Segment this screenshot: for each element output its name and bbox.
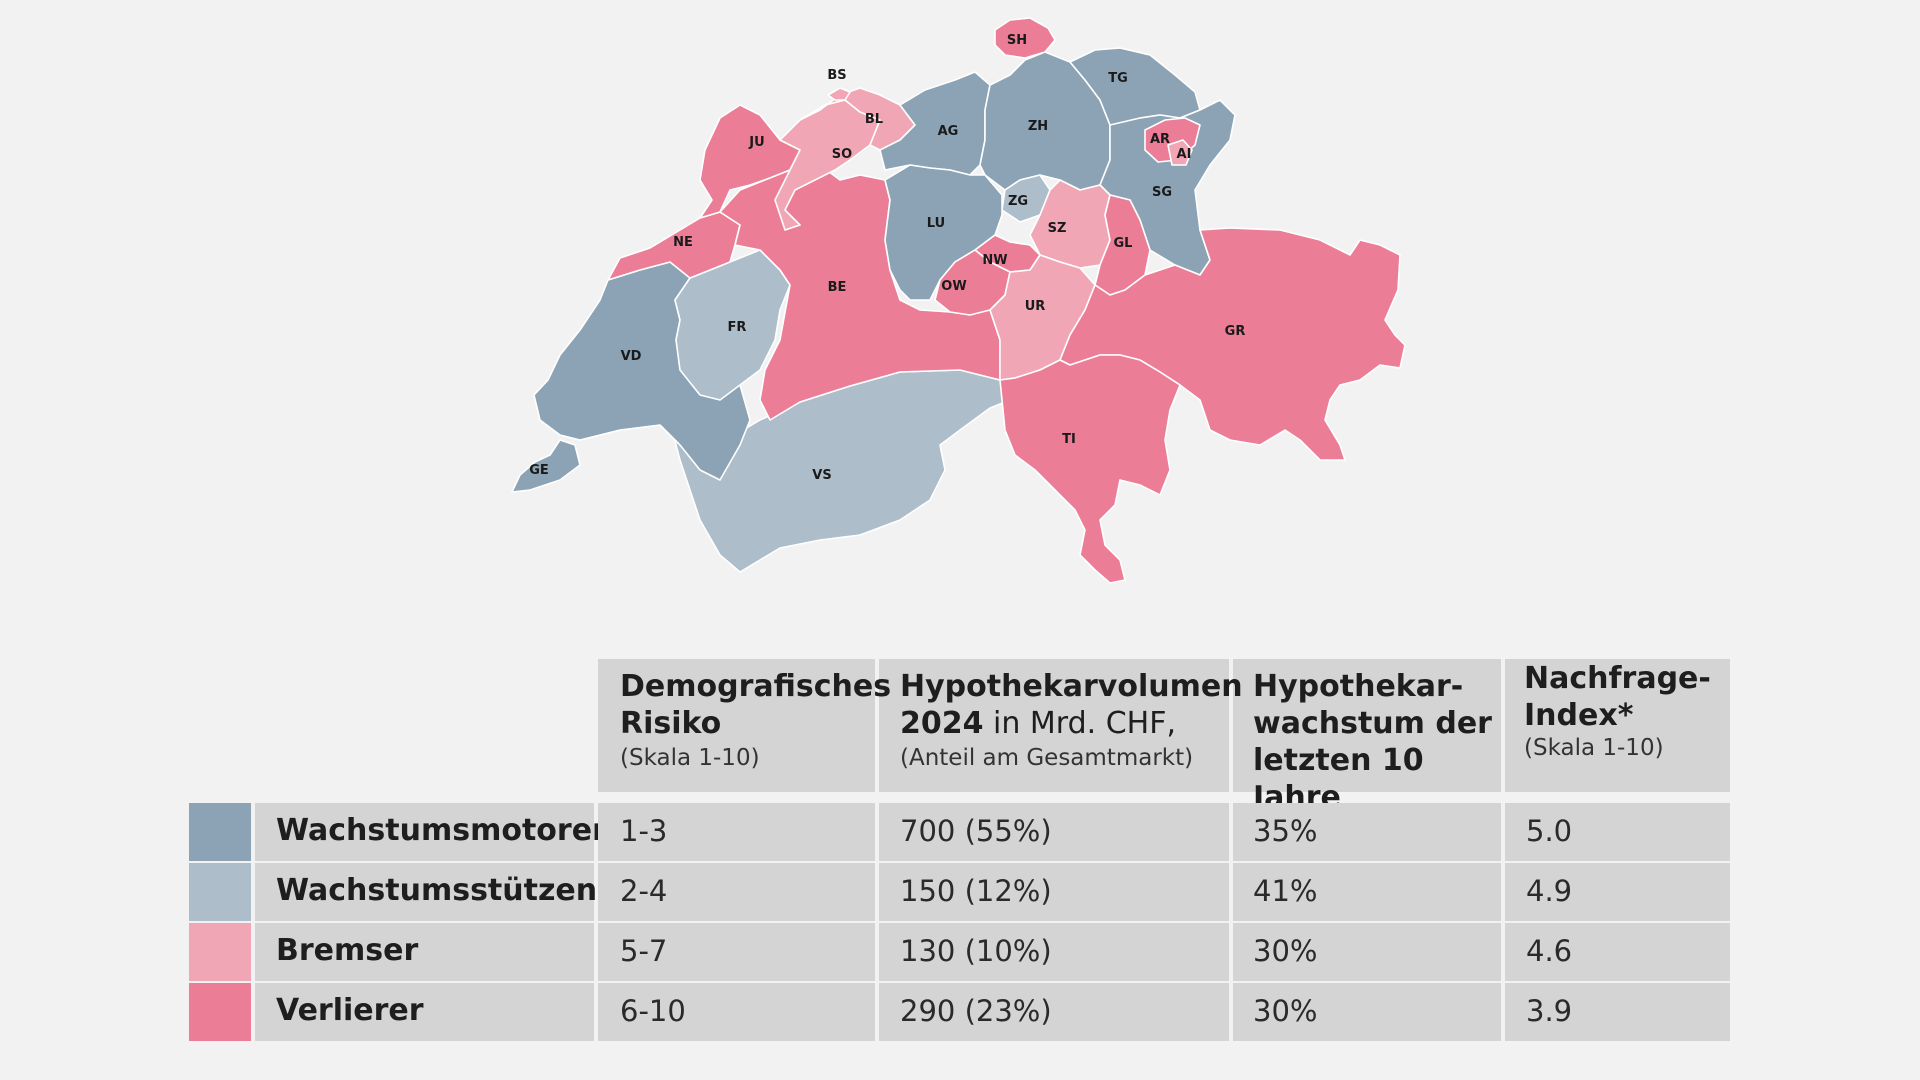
canton-label-BS: BS [827,68,846,83]
table-cell-risk [598,983,875,1041]
table-cell-index [1505,863,1730,921]
canton-label-GR: GR [1225,324,1246,339]
map-svg: SH BS TG BL AG ZH AR AI JU SO ZG SG LU SZ NE GL NW BE OW UR… [511,17,1406,584]
canton-label-AI: AI [1177,147,1192,162]
canton-AI [1167,139,1193,166]
header-title-index: Nachfrage-Index* [1524,661,1711,733]
canton-TI [999,354,1181,584]
table-cell-volume [879,863,1229,921]
table-cell-growth [1233,863,1501,921]
header-title-growth: Hypothekar-wachstum der letzten 10 Jahre [1253,669,1492,815]
canton-label-BE: BE [828,280,847,295]
table-value-growth: 30% [1253,994,1318,1028]
legend-swatch-bremser [189,923,251,981]
canton-label-TI: TI [1062,432,1076,447]
table-value-risk: 2-4 [620,874,668,908]
canton-label-SG: SG [1152,185,1172,200]
row-label-cell [255,983,594,1041]
canton-label-VD: VD [621,349,642,364]
canton-label-SO: SO [832,147,852,162]
canton-label-SZ: SZ [1048,221,1067,236]
switzerland-map: SH BS TG BL AG ZH AR AI JU SO ZG SG LU SZ NE GL NW BE OW UR… [511,17,1406,584]
legend-swatch-wachstumsmotoren [189,803,251,861]
table-value-volume: 700 (55%) [900,814,1052,848]
table-cell-index [1505,803,1730,861]
canton-SH [994,17,1056,59]
table-cell-volume [879,803,1229,861]
table-value-growth: 35% [1253,814,1318,848]
header-note-volume: (Anteil am Gesamtmarkt) [900,745,1194,771]
table-cell-risk [598,923,875,981]
table-cell-growth [1233,983,1501,1041]
canton-label-NE: NE [673,235,693,250]
canton-label-AR: AR [1150,132,1170,147]
canton-label-AG: AG [938,124,959,139]
table-value-risk: 1-3 [620,814,668,848]
category-label: Wachstumsstützen [276,873,598,908]
table-value-index: 4.9 [1526,874,1573,908]
header-note-index: (Skala 1-10) [1524,735,1664,761]
table-value-index: 5.0 [1526,814,1573,848]
canton-label-GE: GE [529,463,549,478]
header-title-risk: Demografisches Risiko [620,669,892,741]
row-label-cell [255,863,594,921]
table-cell-index [1505,923,1730,981]
canton-label-NW: NW [982,253,1007,268]
table-value-growth: 30% [1253,934,1318,968]
table-cell-index [1505,983,1730,1041]
canton-label-VS: VS [812,468,831,483]
canton-label-BL: BL [865,112,883,127]
canton-label-LU: LU [927,216,945,231]
canton-label-GL: GL [1114,236,1133,251]
table-value-volume: 150 (12%) [900,874,1052,908]
canton-GE [511,439,581,493]
table-value-index: 4.6 [1526,934,1573,968]
table-cell-risk [598,803,875,861]
table-value-index: 3.9 [1526,994,1573,1028]
row-label-cell [255,923,594,981]
canton-BS [827,87,851,101]
legend-swatch-verlierer [189,983,251,1041]
header-cell-growth [1233,659,1501,792]
category-label: Verlierer [276,993,424,1028]
canton-label-OW: OW [941,279,966,294]
canton-label-SH: SH [1007,33,1027,48]
canton-label-UR: UR [1025,299,1046,314]
table-cell-risk [598,863,875,921]
table-value-risk: 5-7 [620,934,668,968]
table-value-risk: 6-10 [620,994,686,1028]
row-label-cell [255,803,594,861]
table-cell-volume [879,923,1229,981]
legend-swatch-wachstumsstuetzen [189,863,251,921]
table-cell-volume [879,983,1229,1041]
category-label: Bremser [276,933,419,968]
table-value-growth: 41% [1253,874,1318,908]
header-cell-volume [879,659,1229,792]
canton-label-FR: FR [728,320,747,335]
table-cell-growth [1233,803,1501,861]
canton-label-ZG: ZG [1008,194,1028,209]
canton-label-TG: TG [1108,71,1128,86]
table-cell-growth [1233,923,1501,981]
header-title-volume: Hypothekarvolumen 2024 in Mrd. CHF, [900,669,1243,741]
canton-label-ZH: ZH [1028,119,1048,134]
table-value-volume: 130 (10%) [900,934,1052,968]
canton-label-JU: JU [748,135,764,150]
header-note-risk: (Skala 1-10) [620,745,760,771]
table-value-volume: 290 (23%) [900,994,1052,1028]
category-label: Wachstumsmotoren [276,813,614,848]
header-cell-index [1505,659,1730,792]
header-cell-risk [598,659,875,792]
